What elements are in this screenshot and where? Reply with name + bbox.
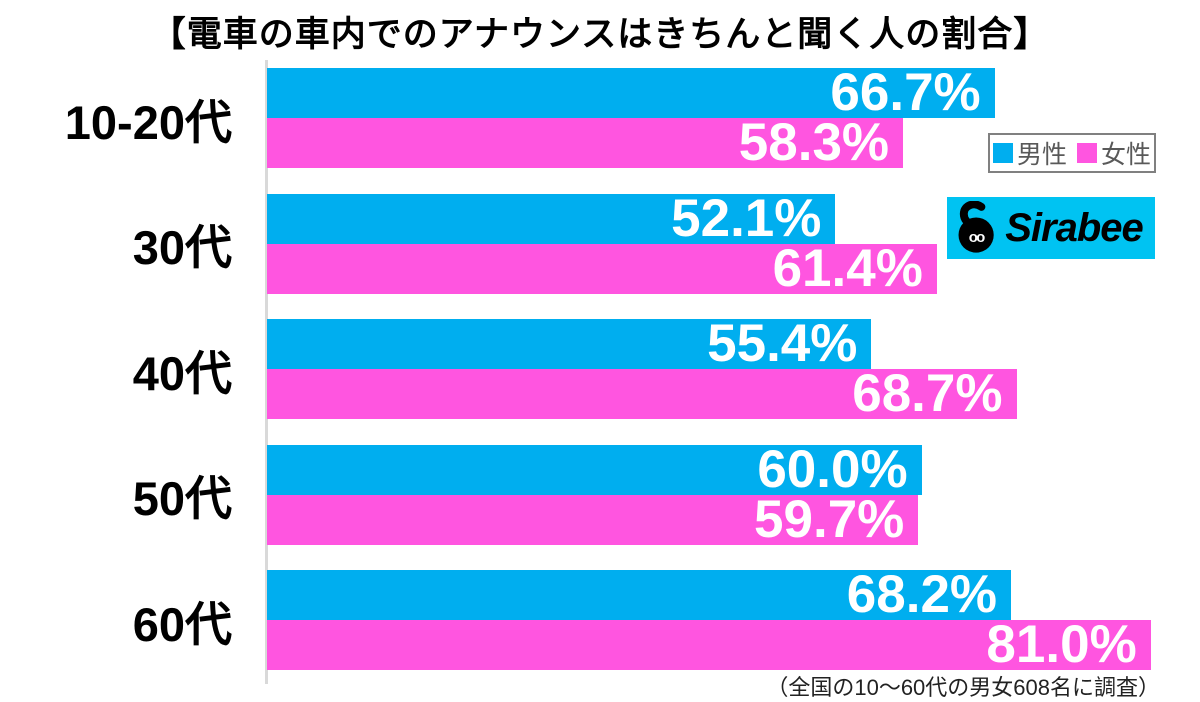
age-group-row: 60代 68.2% 81.0% [0, 565, 1200, 674]
female-bar: 81.0% [267, 615, 1151, 674]
age-group-row: 10-20代 66.7% 58.3% [0, 63, 1200, 172]
female-bar-value: 68.7% [852, 364, 1003, 423]
female-bar: 61.4% [267, 238, 937, 298]
survey-footnote: （全国の10〜60代の男女608名に調査） [766, 675, 1160, 700]
male-bar-value: 52.1% [671, 188, 822, 248]
sirabee-mascot-icon: oo [958, 201, 994, 253]
age-group-label: 50代 [132, 472, 232, 525]
female-bar: 68.7% [267, 364, 1017, 423]
age-group-label: 30代 [132, 221, 232, 274]
male-bar: 60.0% [267, 439, 922, 499]
male-bar-value: 68.2% [846, 565, 998, 624]
female-bar: 58.3% [267, 113, 904, 172]
legend-male-label: 男性 [1016, 141, 1067, 169]
sirabee-logo: oo Sirabee [947, 197, 1155, 259]
age-group-label: 10-20代 [64, 95, 232, 149]
age-group-row: 50代 60.0% 59.7% [0, 439, 1200, 549]
male-bar: 52.1% [267, 188, 836, 248]
age-group-row: 40代 55.4% 68.7% [0, 314, 1200, 423]
y-axis-line [265, 60, 268, 684]
female-bar-value: 58.3% [738, 113, 890, 172]
male-bar-value: 55.4% [707, 314, 858, 373]
female-bar-value: 61.4% [772, 238, 923, 298]
sirabee-logo-text: Sirabee [1005, 205, 1144, 250]
male-bar: 68.2% [267, 565, 1012, 624]
legend-item-female: 女性 [1077, 135, 1151, 171]
female-bar: 59.7% [267, 489, 919, 549]
male-swatch-icon [992, 143, 1013, 163]
age-group-label: 40代 [132, 346, 232, 400]
chart-title: 【電車の車内でのアナウンスはきちんと聞く人の割合】 [150, 15, 1050, 54]
age-group-label: 60代 [132, 597, 232, 651]
legend: 男性 女性 [988, 133, 1156, 173]
male-bar: 55.4% [267, 314, 872, 373]
female-bar-value: 59.7% [754, 489, 905, 549]
female-bar-value: 81.0% [986, 615, 1137, 674]
male-bar-value: 66.7% [830, 63, 981, 122]
legend-item-male: 男性 [992, 135, 1067, 171]
age-group-row: 30代 52.1% 61.4% [0, 188, 1200, 298]
male-bar: 66.7% [267, 63, 995, 122]
male-bar-value: 60.0% [757, 439, 908, 499]
svg-text:oo: oo [969, 229, 985, 246]
legend-female-label: 女性 [1101, 141, 1152, 169]
female-swatch-icon [1077, 143, 1097, 163]
